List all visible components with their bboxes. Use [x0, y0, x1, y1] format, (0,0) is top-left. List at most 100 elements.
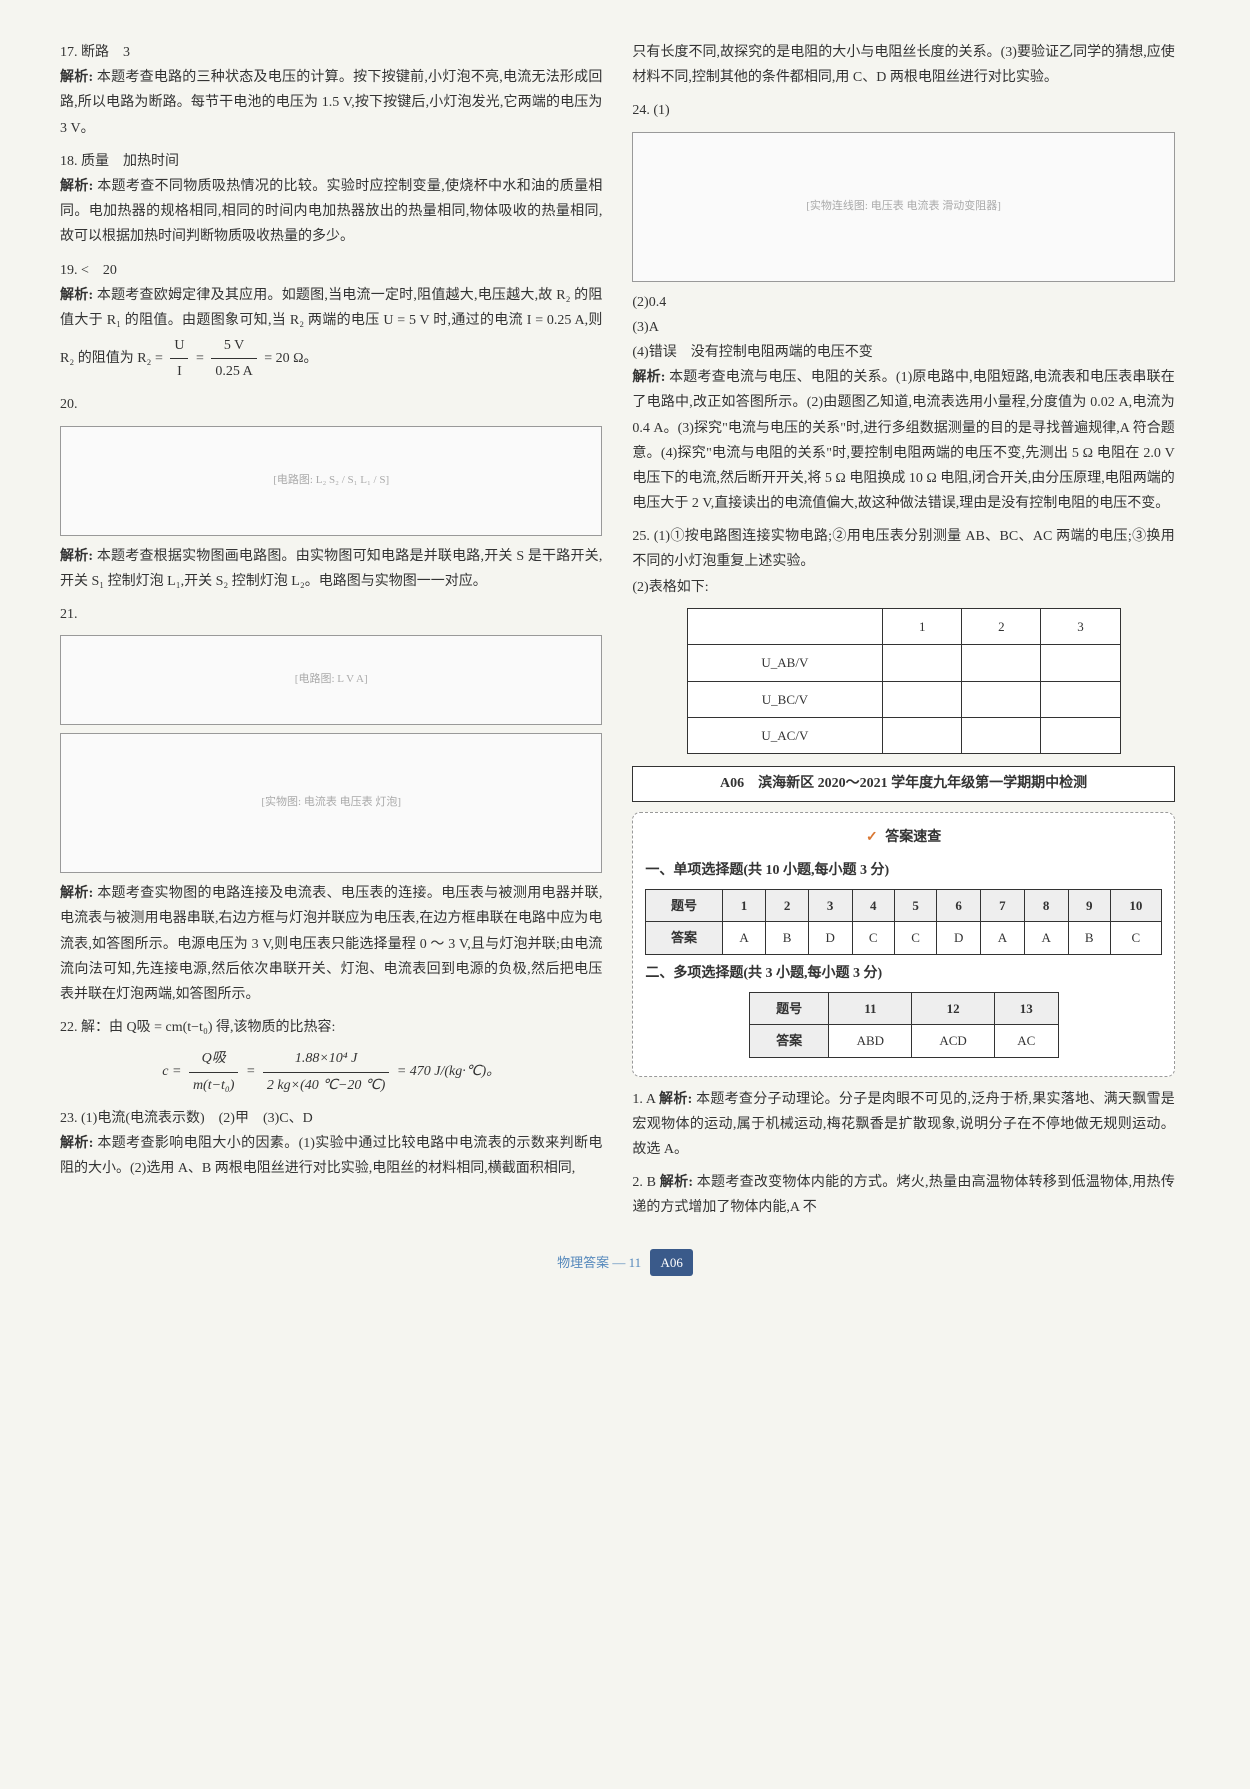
q23-cont: 只有长度不同,故探究的是电阻的大小与电阻丝长度的关系。(3)要验证乙同学的猜想,… — [632, 45, 1174, 85]
q20-number: 20. — [60, 397, 78, 412]
q19-number: 19. — [60, 263, 78, 278]
ans: A — [981, 922, 1025, 954]
qnum: 5 — [894, 889, 936, 921]
question-2: 2. B 解析: 本题考查改变物体内能的方式。烤火,热量由高温物体转移到低温物体… — [632, 1170, 1174, 1220]
qnum: 10 — [1110, 889, 1161, 921]
q22-number: 22. — [60, 1020, 78, 1035]
qnum: 8 — [1024, 889, 1068, 921]
ans: ACD — [912, 1025, 995, 1057]
q25-p2: (2)表格如下: — [632, 580, 708, 595]
analysis-label: 解析: — [60, 179, 93, 194]
ans: AC — [994, 1025, 1058, 1057]
fraction: U I — [170, 333, 188, 384]
physical-wiring-diagram: [实物连线图: 电压表 电流表 滑动变阻器] — [632, 132, 1174, 282]
formula: c = Q吸 m(t−t₀) = 1.88×10⁴ J 2 kg×(40 ℃−2… — [60, 1046, 602, 1097]
q24-p1: (1) — [653, 103, 669, 118]
q2-letter: B — [647, 1175, 656, 1190]
ans: B — [766, 922, 808, 954]
table-cell — [962, 681, 1041, 717]
qnum: 12 — [912, 992, 995, 1024]
q18-number: 18. — [60, 154, 78, 169]
question-22: 22. 解：由 Q吸 = cm(t−t₀) 得,该物质的比热容: c = Q吸 … — [60, 1015, 602, 1098]
q18-answer: 质量 加热时间 — [81, 154, 179, 169]
question-17: 17. 断路 3 解析: 本题考查电路的三种状态及电压的计算。按下按键前,小灯泡… — [60, 40, 602, 141]
qnum: 6 — [937, 889, 981, 921]
formula-eq: = — [246, 1064, 255, 1079]
frac-bot: 0.25 A — [211, 359, 256, 384]
analysis-label: 解析: — [60, 70, 93, 85]
q1-number: 1. — [632, 1092, 643, 1107]
analysis-label: 解析: — [60, 886, 93, 901]
qnum: 3 — [808, 889, 852, 921]
row-label: U_AB/V — [687, 645, 883, 681]
table-cell — [883, 645, 962, 681]
analysis-label: 解析: — [660, 1175, 693, 1190]
q17-number: 17. — [60, 45, 78, 60]
table-cell — [962, 645, 1041, 681]
q1-letter: A — [646, 1092, 655, 1107]
page-footer: 物理答案 — 11 A06 — [60, 1249, 1190, 1276]
row-label: U_AC/V — [687, 717, 883, 753]
frac-top: 5 V — [211, 333, 256, 359]
question-23: 23. (1)电流(电流表示数) (2)甲 (3)C、D 解析: 本题考查影响电… — [60, 1106, 602, 1182]
formula-eq: = — [196, 351, 204, 366]
q1-analysis: 本题考查分子动理论。分子是肉眼不可见的,泛舟于桥,果实落地、满天飘雪是宏观物体的… — [632, 1092, 1174, 1157]
frac-top: U — [170, 333, 188, 359]
exam-header-a06: A06 滨海新区 2020～2021 学年度九年级第一学期期中检测 — [632, 766, 1174, 801]
question-1: 1. A 解析: 本题考查分子动理论。分子是肉眼不可见的,泛舟于桥,果实落地、满… — [632, 1087, 1174, 1163]
analysis-label: 解析: — [632, 370, 665, 385]
question-23-continued: 只有长度不同,故探究的是电阻的大小与电阻丝长度的关系。(3)要验证乙同学的猜想,… — [632, 40, 1174, 90]
q2-analysis: 本题考查改变物体内能的方式。烤火,热量由高温物体转移到低温物体,用热传递的方式增… — [632, 1175, 1174, 1215]
q22-prefix: 解：由 Q吸 = cm(t−t₀) 得,该物质的比热容: — [81, 1020, 335, 1035]
question-19: 19. < 20 解析: 本题考查欧姆定律及其应用。如题图,当电流一定时,阻值越… — [60, 258, 602, 385]
formula-result: = 20 Ω。 — [264, 351, 317, 366]
fraction: Q吸 m(t−t₀) — [189, 1046, 239, 1097]
ans: A — [722, 922, 766, 954]
ans: D — [808, 922, 852, 954]
question-18: 18. 质量 加热时间 解析: 本题考查不同物质吸热情况的比较。实验时应控制变量… — [60, 149, 602, 250]
qnum: 1 — [722, 889, 766, 921]
q24-analysis: 本题考查电流与电压、电阻的关系。(1)原电路中,电阻短路,电流表和电压表串联在了… — [632, 370, 1174, 511]
q17-analysis: 本题考查电路的三种状态及电压的计算。按下按键前,小灯泡不亮,电流无法形成回路,所… — [60, 70, 602, 135]
analysis-label: 解析: — [659, 1092, 692, 1107]
circuit-diagram: [电路图: L₂ S₂ / S₁ L₁ / S] — [60, 426, 602, 536]
fraction: 1.88×10⁴ J 2 kg×(40 ℃−20 ℃) — [263, 1046, 389, 1097]
frac-top: Q吸 — [189, 1046, 239, 1072]
table-cell — [1041, 717, 1120, 753]
q23-answer: (1)电流(电流表示数) (2)甲 (3)C、D — [81, 1111, 313, 1126]
page-container: 17. 断路 3 解析: 本题考查电路的三种状态及电压的计算。按下按键前,小灯泡… — [60, 40, 1190, 1229]
single-choice-table: 题号 1 2 3 4 5 6 7 8 9 10 答案 A B D — [645, 889, 1161, 955]
q23-analysis: 本题考查影响电阻大小的因素。(1)实验中通过比较电路中电流表的示数来判断电阻的大… — [60, 1136, 602, 1176]
table-header: 2 — [962, 608, 1041, 644]
qnum: 7 — [981, 889, 1025, 921]
footer-text: 物理答案 — 11 — [557, 1255, 641, 1270]
q25-number: 25. — [632, 529, 650, 544]
header-label: 题号 — [646, 889, 722, 921]
multi-choice-label: 二、多项选择题(共 3 小题,每小题 3 分) — [645, 961, 1161, 986]
answer-label: 答案 — [749, 1025, 829, 1057]
ans: D — [937, 922, 981, 954]
fraction: 5 V 0.25 A — [211, 333, 256, 384]
single-choice-label: 一、单项选择题(共 10 小题,每小题 3 分) — [645, 858, 1161, 883]
table-cell — [883, 717, 962, 753]
table-cell — [1041, 645, 1120, 681]
q24-number: 24. — [632, 103, 650, 118]
question-24: 24. (1) [实物连线图: 电压表 电流表 滑动变阻器] (2)0.4 (3… — [632, 98, 1174, 516]
row-label: U_BC/V — [687, 681, 883, 717]
table-cell — [883, 681, 962, 717]
ans: B — [1068, 922, 1110, 954]
quick-answer-box: ✓ 答案速查 一、单项选择题(共 10 小题,每小题 3 分) 题号 1 2 3… — [632, 812, 1174, 1077]
table-cell — [1041, 681, 1120, 717]
frac-bot: I — [170, 359, 188, 384]
analysis-label: 解析: — [60, 1136, 93, 1151]
q24-p4: (4)错误 没有控制电阻两端的电压不变 — [632, 340, 1174, 365]
question-20: 20. [电路图: L₂ S₂ / S₁ L₁ / S] 解析: 本题考查根据实… — [60, 392, 602, 594]
frac-bot: 2 kg×(40 ℃−20 ℃) — [263, 1073, 389, 1098]
voltage-table: 1 2 3 U_AB/V U_BC/V U_AC/V — [687, 608, 1121, 755]
frac-top: 1.88×10⁴ J — [263, 1046, 389, 1072]
qnum: 11 — [829, 992, 912, 1024]
multi-choice-table: 题号 11 12 13 答案 ABD ACD AC — [749, 992, 1059, 1058]
q20-analysis: 本题考查根据实物图画电路图。由实物图可知电路是并联电路,开关 S 是干路开关,开… — [60, 549, 602, 589]
footer-tag: A06 — [650, 1249, 692, 1276]
analysis-label: 解析: — [60, 549, 93, 564]
